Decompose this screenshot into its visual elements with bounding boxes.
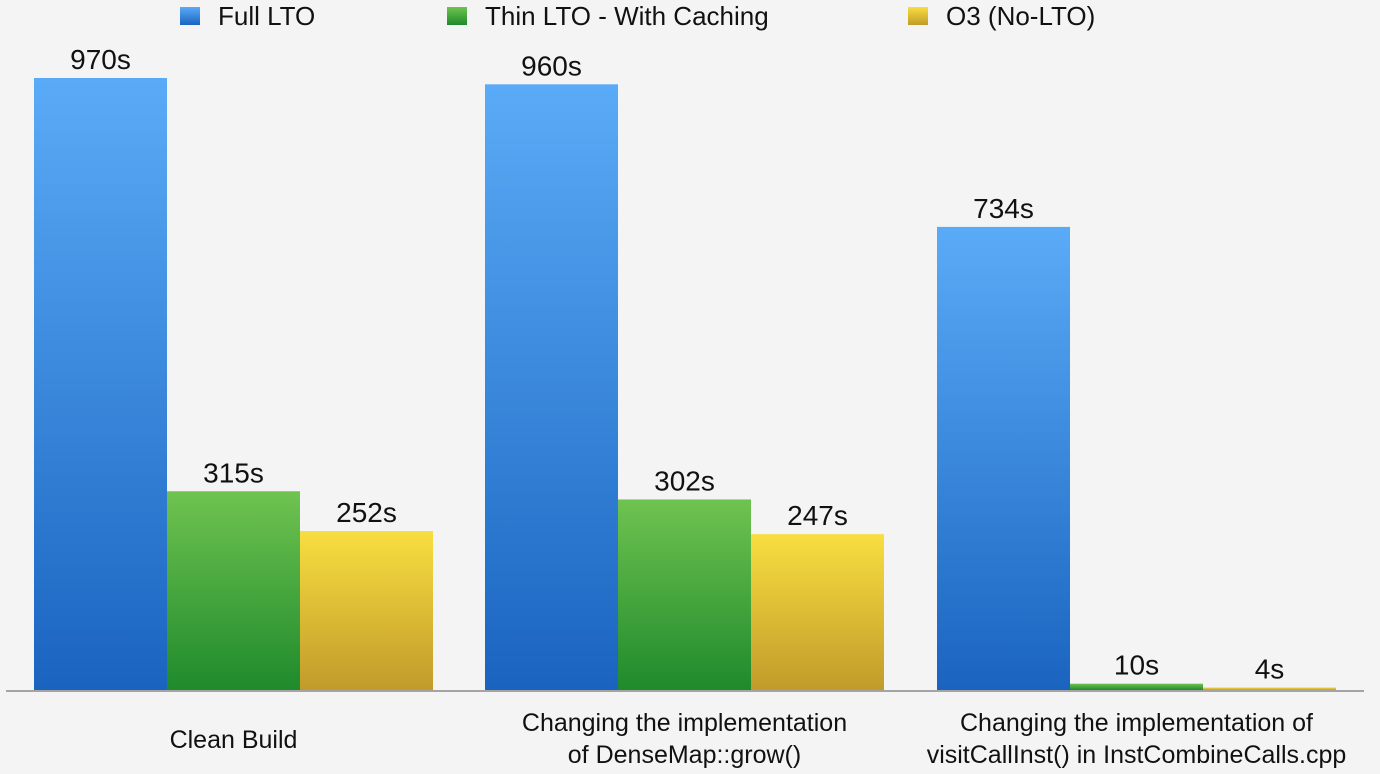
bar [34,78,167,690]
bar-value-label: 315s [203,457,264,488]
bar [751,534,884,690]
legend-swatch [447,7,467,25]
bar [1203,687,1336,690]
category-labels: Clean Build Changing the implementation of… [170,709,1347,769]
bar-value-label: 960s [521,50,582,81]
category-label: visitCallInst() in InstCombineCalls.cpp [927,741,1347,769]
legend-entry: Thin LTO - With Caching [485,1,769,31]
bar [1070,683,1203,690]
bar [167,491,300,690]
category-label: Changing the implementation [522,709,847,737]
category-label: of DenseMap::grow() [568,741,801,769]
legend-swatch [908,7,928,25]
legend-entry: Full LTO [218,1,315,31]
bar-value-label: 302s [654,465,715,496]
legend: Full LTO Thin LTO - With Caching O3 (No-LT… [180,1,1095,31]
category-label: Clean Build [170,726,298,754]
bar-value-label: 970s [70,44,131,75]
bar-value-label: 10s [1114,650,1159,681]
bar [485,84,618,691]
bar-value-label: 247s [787,500,848,531]
bar-value-label: 4s [1255,653,1285,684]
bars-group: 970s 315s 252s 960s 302s 247s 734s 10s 4s [34,44,1336,691]
category-label: Changing the implementation of [960,709,1313,737]
bar [937,226,1070,690]
bar [300,531,433,690]
legend-swatch [180,7,200,25]
bar [618,499,751,690]
bar-value-label: 734s [973,193,1034,224]
legend-entry: O3 (No-LTO) [946,1,1095,31]
bar-value-label: 252s [336,497,397,528]
